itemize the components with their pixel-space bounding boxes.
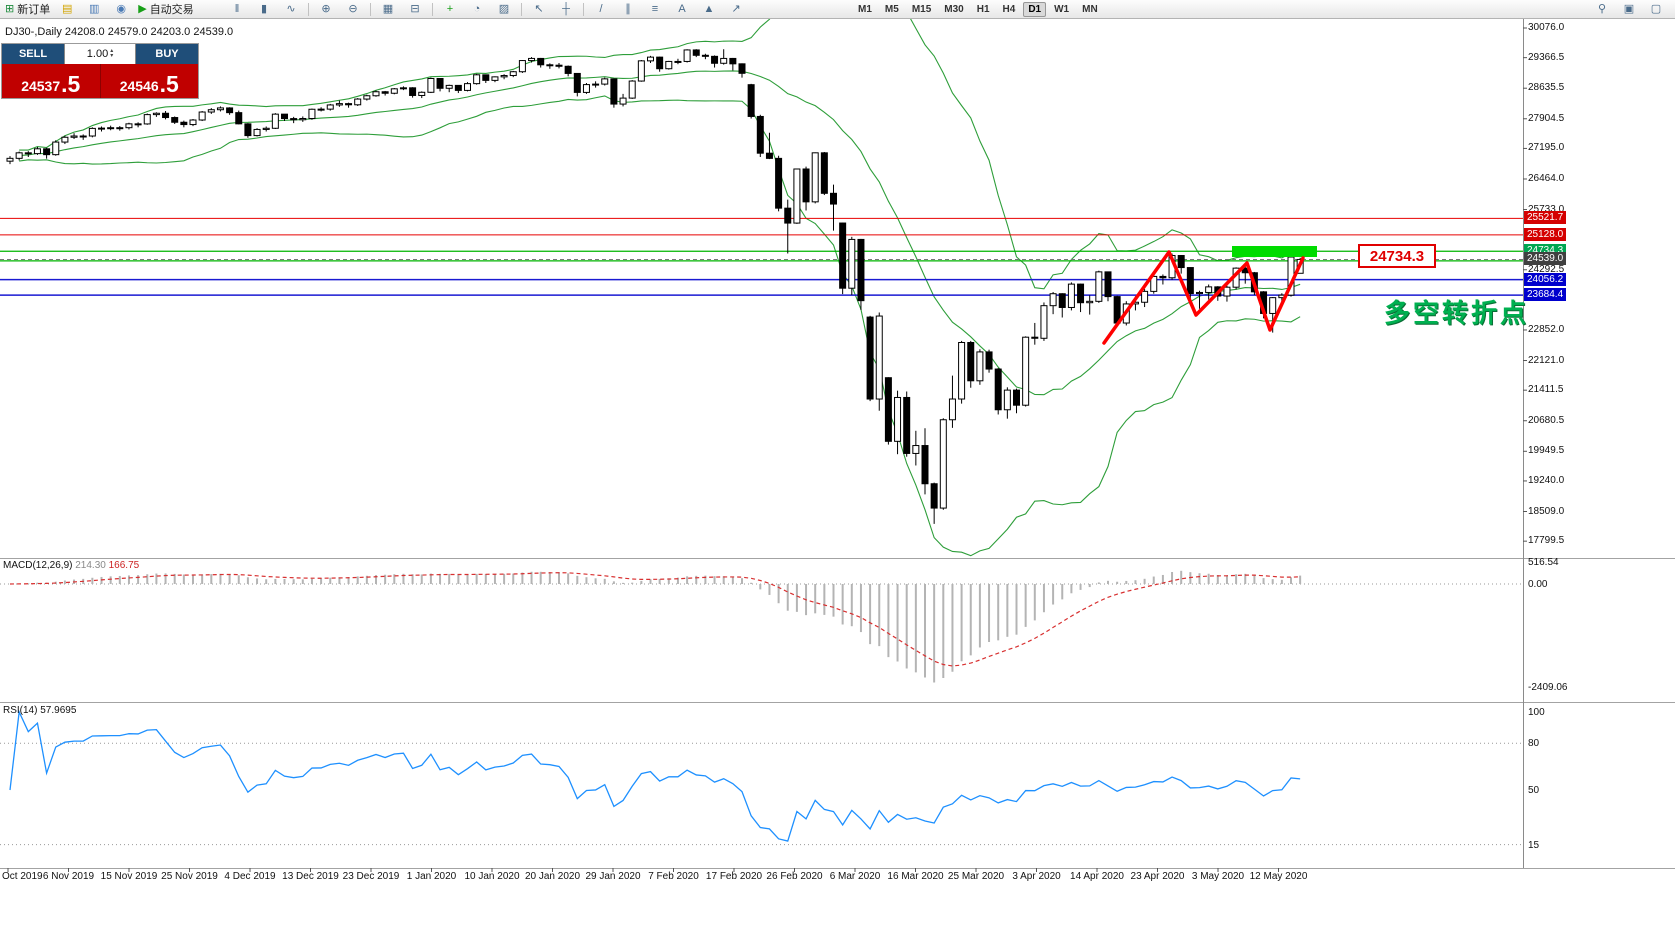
toolbar-group-timeframes: M1 M5 M15 M30 H1 H4 D1 W1 MN xyxy=(852,0,1104,18)
side-panel-icon: ▢ xyxy=(1650,2,1662,15)
fibonacci-icon: ≡ xyxy=(651,2,659,15)
timeframe-button-D1[interactable]: D1 xyxy=(1023,1,1047,17)
shapes-icon[interactable]: ▲ xyxy=(696,1,722,17)
sell-price-main: 24537 xyxy=(21,77,61,94)
autotrading-icon: ▶ xyxy=(138,2,147,15)
macd-main-value: 214.30 xyxy=(75,560,106,571)
arrows-icon[interactable]: ↗ xyxy=(723,1,749,17)
arrows-icon: ↗ xyxy=(731,2,741,15)
bar-chart-icon[interactable]: ǁ xyxy=(224,1,250,17)
fibonacci-icon[interactable]: ≡ xyxy=(642,1,668,17)
timeframe-button-M30[interactable]: M30 xyxy=(944,3,964,15)
macd-indicator-label: MACD(12,26,9) 214.30 166.75 xyxy=(3,560,139,571)
lot-value: 1.00 xyxy=(86,48,109,60)
bar-chart-icon: ǁ xyxy=(234,2,240,15)
buy-button[interactable]: BUY xyxy=(136,44,198,64)
buy-price-frac: .5 xyxy=(159,71,179,98)
profile-icon[interactable]: ▥ xyxy=(81,1,107,17)
toolbar-group-trade: ⊞ 新订单 ▤ ▥ ◉ ▶ 自动交易 xyxy=(2,0,197,18)
zoom-in-icon[interactable]: ⊕ xyxy=(313,1,339,17)
buy-price-button[interactable]: 24546 .5 xyxy=(100,64,198,98)
timeframe-button-MN[interactable]: MN xyxy=(1082,3,1098,15)
toolbar-separator xyxy=(432,2,433,16)
new-order-button[interactable]: ⊞ 新订单 xyxy=(2,1,53,17)
period-icon: ◔ xyxy=(473,2,481,15)
tile-windows-icon: ▦ xyxy=(382,2,394,15)
timeframe-button-W1[interactable]: W1 xyxy=(1054,3,1070,15)
new-order-button-label: 新订单 xyxy=(17,4,51,16)
price-callout-label: 24734.3 xyxy=(1358,244,1436,268)
new-chart-icon[interactable]: + xyxy=(437,1,463,17)
sell-price-frac: .5 xyxy=(61,71,81,98)
chart-window-icon[interactable]: ▤ xyxy=(54,1,80,17)
layout-icon[interactable]: ▣ xyxy=(1616,1,1642,17)
side-panel-icon[interactable]: ▢ xyxy=(1643,1,1669,17)
new-order-icon: ⊞ xyxy=(5,2,15,15)
zoom-in-icon: ⊕ xyxy=(321,2,331,15)
rsi-name: RSI(14) xyxy=(3,705,38,716)
line-chart-icon: ∿ xyxy=(286,2,296,15)
text-label-icon[interactable]: A xyxy=(669,1,695,17)
layout-icon: ▣ xyxy=(1623,2,1635,15)
turning-point-annotation: 多空转折点 xyxy=(1384,298,1530,328)
auto-arrange-icon: ⊟ xyxy=(410,2,420,15)
cursor-icon: ↖ xyxy=(534,2,544,15)
profile-icon: ▥ xyxy=(89,2,100,15)
toolbar-separator xyxy=(308,2,309,16)
toolbar-separator xyxy=(370,2,371,16)
macd-signal-value: 166.75 xyxy=(108,560,140,571)
toolbar-separator xyxy=(583,2,584,16)
cursor-icon[interactable]: ↖ xyxy=(526,1,552,17)
timeframe-button-H4[interactable]: H4 xyxy=(1002,3,1016,15)
autotrading-button[interactable]: ▶ 自动交易 xyxy=(135,1,196,17)
timeframe-button-M5[interactable]: M5 xyxy=(884,3,899,15)
lot-spinner[interactable]: ▴ ▾ xyxy=(110,48,114,59)
timeframe-button-M1[interactable]: M1 xyxy=(858,3,872,15)
toolbar-group-chart-tools: ǁ ▮ ∿ ⊕ ⊖ ▦ ⊟ + ◔ ▨ ↖ ┼ / ∥ ≡ A ▲ ↗ xyxy=(224,0,749,18)
spinner-down-icon[interactable]: ▾ xyxy=(110,53,114,59)
timeframe-button-M15[interactable]: M15 xyxy=(911,3,932,15)
search-icon[interactable]: ⚲ xyxy=(1589,1,1615,17)
trendline-icon[interactable]: / xyxy=(588,1,614,17)
spinner-up-icon[interactable]: ▴ xyxy=(110,48,114,54)
line-chart-icon[interactable]: ∿ xyxy=(278,1,304,17)
crosshair-icon: ┼ xyxy=(562,2,570,15)
template-icon: ▨ xyxy=(498,2,510,15)
new-chart-icon: + xyxy=(446,2,454,15)
auto-arrange-icon[interactable]: ⊟ xyxy=(402,1,428,17)
timeframe-button-H1[interactable]: H1 xyxy=(976,3,990,15)
toolbar-separator xyxy=(521,2,522,16)
autotrading-button-label: 自动交易 xyxy=(149,4,194,16)
one-click-trade-panel: SELL 1.00 ▴ ▾ BUY 24537 .5 24546 .5 xyxy=(2,44,198,98)
market-watch-icon[interactable]: ◉ xyxy=(108,1,134,17)
search-icon: ⚲ xyxy=(1597,2,1607,15)
lot-size-input[interactable]: 1.00 ▴ ▾ xyxy=(64,44,136,64)
sell-button[interactable]: SELL xyxy=(2,44,64,64)
macd-name: MACD(12,26,9) xyxy=(3,560,73,571)
buy-price-main: 24546 xyxy=(119,77,159,94)
chart-window-icon: ▤ xyxy=(62,2,73,15)
toolbar: ⊞ 新订单 ▤ ▥ ◉ ▶ 自动交易 ǁ ▮ ∿ ⊕ ⊖ ▦ ⊟ + ◔ ▨ ↖ ┼ / ∥ ≡ A ▲ ↗ M1 M5 M15 M… xyxy=(0,0,1675,19)
trendline-icon: / xyxy=(599,2,603,15)
template-icon[interactable]: ▨ xyxy=(491,1,517,17)
sell-price-button[interactable]: 24537 .5 xyxy=(2,64,101,98)
ohlc-readout: DJ30-,Daily 24208.0 24579.0 24203.0 2453… xyxy=(5,26,234,38)
channel-icon[interactable]: ∥ xyxy=(615,1,641,17)
rsi-value: 57.9695 xyxy=(40,705,77,716)
shapes-icon: ▲ xyxy=(703,2,715,15)
toolbar-group-window: ⚲ ▣ ▢ xyxy=(1589,0,1669,18)
crosshair-icon[interactable]: ┼ xyxy=(553,1,579,17)
tile-windows-icon[interactable]: ▦ xyxy=(375,1,401,17)
channel-icon: ∥ xyxy=(625,2,631,15)
candlestick-chart-icon: ▮ xyxy=(260,2,268,15)
period-icon[interactable]: ◔ xyxy=(464,1,490,17)
market-watch-icon: ◉ xyxy=(116,2,127,15)
candlestick-chart-icon[interactable]: ▮ xyxy=(251,1,277,17)
text-label-icon: A xyxy=(678,2,686,15)
zoom-out-icon[interactable]: ⊖ xyxy=(340,1,366,17)
zoom-out-icon: ⊖ xyxy=(348,2,358,15)
rsi-indicator-label: RSI(14) 57.9695 xyxy=(3,705,76,716)
